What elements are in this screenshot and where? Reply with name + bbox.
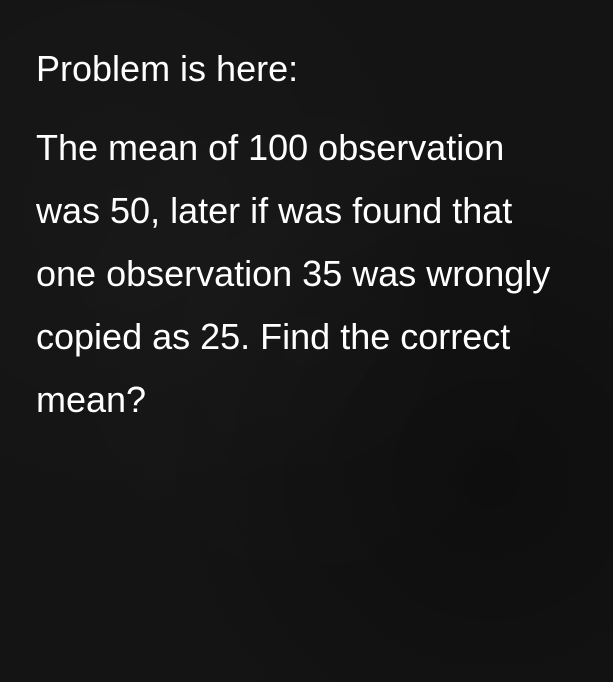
problem-container: Problem is here: The mean of 100 observa… — [36, 40, 577, 431]
problem-body: The mean of 100 observation was 50, late… — [36, 116, 577, 431]
problem-heading: Problem is here: — [36, 40, 577, 98]
